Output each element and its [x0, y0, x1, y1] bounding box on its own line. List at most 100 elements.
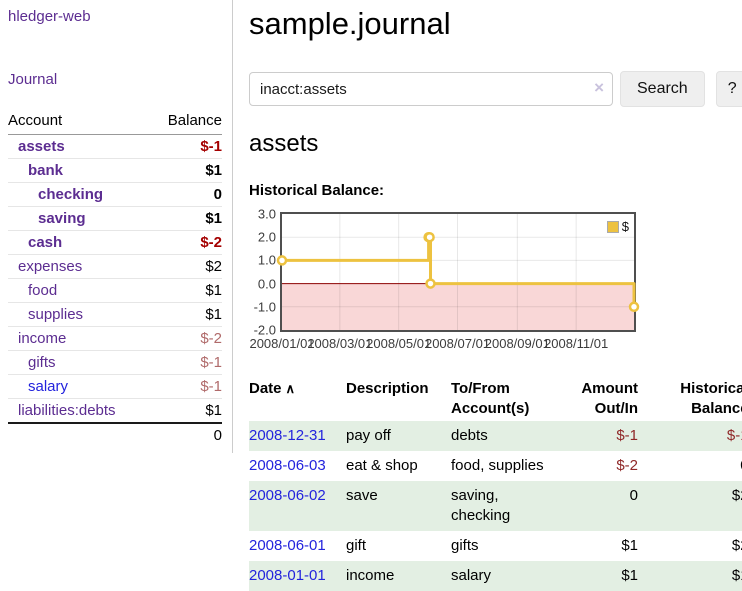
chart-legend: $ — [604, 218, 631, 235]
account-tree: Account Balance assets $-1 bank $1 checking 0… — [8, 109, 222, 447]
account-total-balance: 0 — [150, 422, 222, 447]
transaction-date-link[interactable]: 2008-06-02 — [249, 486, 326, 504]
clear-search-icon[interactable]: × — [594, 78, 604, 97]
account-row: saving $1 — [8, 206, 222, 231]
account-balance: $-1 — [200, 138, 222, 155]
main-content: sample.journal × Search ? assets Histori… — [233, 0, 742, 591]
legend-label: $ — [621, 219, 629, 234]
account-link[interactable]: assets — [18, 138, 65, 155]
account-balance: $-1 — [150, 350, 222, 375]
account-link[interactable]: checking — [38, 186, 104, 203]
account-link[interactable]: income — [18, 330, 67, 347]
register-date-cell: 2008-01-01 — [249, 561, 346, 591]
description-column-header: Description — [346, 380, 429, 397]
transaction-date-link[interactable]: 2008-12-31 — [249, 426, 326, 444]
page-title: sample.journal — [249, 6, 451, 41]
legend-swatch-icon — [606, 220, 619, 233]
register-balance-cell: $2 — [731, 486, 742, 504]
y-axis-tick-label: -1.0 — [253, 299, 276, 315]
account-balance: 0 — [150, 182, 222, 207]
balance-column-header-main: Historical Balance — [680, 380, 742, 417]
register-balance-cell: $-1 — [726, 426, 742, 444]
amount-column-header: Amount Out/In — [581, 380, 638, 417]
account-link[interactable]: bank — [28, 162, 64, 179]
x-axis-tick-label: 2008/11/01 — [544, 336, 609, 351]
sidebar: hledger-web Journal Account Balance asse… — [0, 0, 233, 453]
x-axis-tick-label: 2008/01/01 — [249, 336, 315, 351]
account-link[interactable]: supplies — [28, 306, 84, 323]
balance-chart-svg — [276, 214, 640, 330]
register-date-cell: 2008-06-01 — [249, 531, 346, 561]
account-link[interactable]: salary — [28, 378, 69, 395]
register-accounts-cell: debts — [451, 426, 488, 444]
y-axis-tick-label: 2.0 — [257, 229, 276, 245]
register-row: 2008-06-01 gift gifts $1 $2 — [249, 531, 742, 561]
account-balance: $1 — [150, 398, 222, 423]
account-balance: $-1 — [150, 374, 222, 399]
y-axis-tick-label: 0.0 — [257, 276, 276, 292]
account-balance: $2 — [150, 254, 222, 279]
chart-title: Historical Balance: — [249, 182, 385, 199]
register-date-cell: 2008-12-31 — [249, 421, 346, 451]
app-title-link[interactable]: hledger-web — [8, 8, 91, 25]
register-header-row: Date ∧ Description To/From Account(s) Amo… — [249, 377, 742, 421]
account-tree-header-row: Account Balance — [8, 109, 222, 135]
account-row: checking 0 — [8, 182, 222, 207]
accounts-column-header: To/From Account(s) — [451, 380, 530, 417]
x-axis-tick-label: 2008/05/01 — [366, 336, 432, 351]
account-link[interactable]: expenses — [18, 258, 83, 275]
register-description-cell: pay off — [346, 426, 391, 444]
register-date-cell: 2008-06-02 — [249, 481, 346, 531]
register-row: 2008-06-03 eat & shop food, supplies $-20 — [249, 451, 742, 481]
balance-chart: $ 3.0 2.0 1.0 0.0 -1.0 -2.0 2008/01/01 2008/03/… — [249, 208, 742, 354]
search-button[interactable]: Search — [620, 71, 705, 107]
nav-journal-link[interactable]: Journal — [8, 71, 58, 88]
account-row: supplies $1 — [8, 302, 222, 327]
register-balance-cell: $2 — [731, 536, 742, 554]
help-button[interactable]: ? — [715, 71, 742, 107]
account-heading: assets — [249, 130, 319, 157]
register-row: 2008-06-02 save saving, checking 0 $2 — [249, 480, 742, 531]
register-amount-cell: $-1 — [616, 426, 638, 444]
transaction-date-link[interactable]: 2008-06-03 — [249, 456, 326, 474]
register-description-cell: income — [346, 566, 395, 584]
x-axis-tick-label: 2008/09/01 — [484, 336, 550, 351]
account-link[interactable]: saving — [38, 210, 86, 227]
register-amount-cell: $-2 — [616, 456, 638, 474]
account-balance: $-2 — [150, 326, 222, 351]
balance-column-header: Balance — [150, 109, 222, 135]
register-description-cell: eat & shop — [346, 456, 418, 474]
date-column-header[interactable]: Date ∧ — [249, 380, 296, 397]
register-amount-cell: $1 — [621, 536, 638, 554]
register-description-cell: save — [346, 486, 378, 504]
account-balance: $1 — [150, 158, 222, 183]
transaction-date-link[interactable]: 2008-06-01 — [249, 536, 326, 554]
register-date-cell: 2008-06-03 — [249, 451, 346, 481]
y-axis-tick-label: 3.0 — [257, 206, 276, 222]
account-row: liabilities:debts $1 — [8, 398, 222, 423]
register-amount-cell: $1 — [621, 566, 638, 584]
account-link[interactable]: food — [28, 282, 58, 299]
register-table: Date ∧ Description To/From Account(s) Amo… — [249, 377, 742, 591]
search-input[interactable] — [249, 72, 613, 106]
account-row: salary $-1 — [8, 374, 222, 399]
account-tree-body: assets $-1 bank $1 checking 0 saving $1 cash $-2 e… — [8, 135, 222, 447]
account-balance: $1 — [150, 302, 222, 327]
register-balance-cell: 0 — [638, 451, 742, 481]
transaction-date-link[interactable]: 2008-01-01 — [249, 566, 326, 584]
app-title: hledger-web — [8, 8, 222, 25]
register-accounts-cell: food, supplies — [451, 456, 544, 474]
account-column-header: Account — [8, 109, 151, 135]
x-axis-tick-label: 2008/03/01 — [307, 336, 373, 351]
account-balance: $1 — [150, 206, 222, 231]
account-link[interactable]: liabilities:debts — [18, 402, 116, 419]
account-total-row: 0 — [8, 422, 222, 447]
account-row: income $-2 — [8, 326, 222, 351]
account-row: assets $-1 — [8, 135, 222, 159]
register-accounts-cell: saving, checking — [451, 486, 511, 524]
account-link[interactable]: gifts — [28, 354, 56, 371]
account-row: bank $1 — [8, 158, 222, 183]
y-axis-tick-label: -2.0 — [253, 322, 276, 338]
account-link[interactable]: cash — [28, 234, 63, 251]
